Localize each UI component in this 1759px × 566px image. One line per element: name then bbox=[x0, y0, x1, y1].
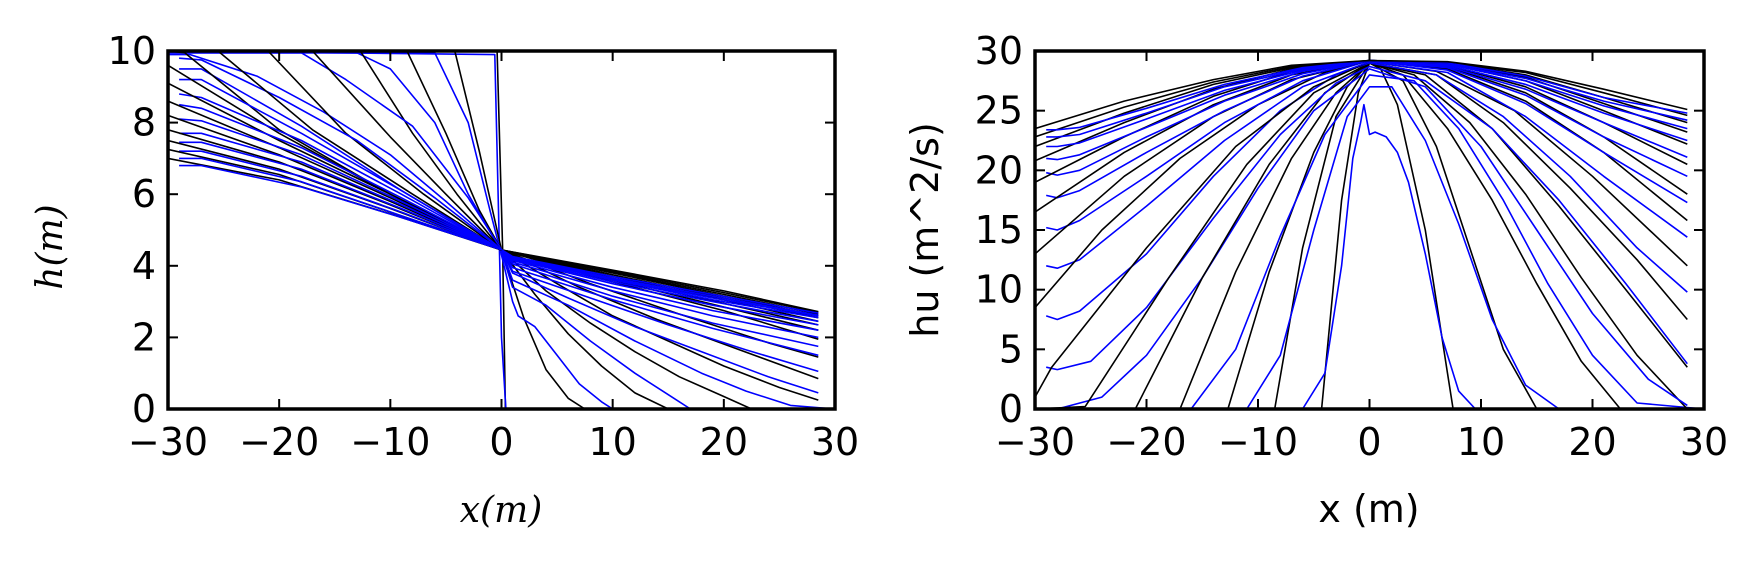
h-y-tick-label-0: 0 bbox=[132, 387, 156, 431]
hu-y-tick-label-5: 25 bbox=[975, 89, 1023, 133]
hu-series-0 bbox=[1035, 62, 1704, 409]
hu-x-tick-label-3: 0 bbox=[1357, 420, 1381, 464]
hu-series-7 bbox=[1035, 68, 1688, 409]
h-plot-frame bbox=[166, 49, 837, 411]
hu-x-tick-label-6: 30 bbox=[1680, 420, 1728, 464]
hu-y-tick-label-3: 15 bbox=[975, 208, 1023, 252]
h-curves bbox=[168, 51, 835, 409]
h-y-tick-label-5: 10 bbox=[108, 29, 156, 73]
hu-series-3 bbox=[1035, 86, 1704, 409]
h-x-tick-label-5: 20 bbox=[700, 420, 748, 464]
h-series-5 bbox=[168, 51, 835, 409]
hu-y-axis-label: hu (m^2/s) bbox=[903, 122, 947, 338]
h-series-3 bbox=[168, 51, 835, 409]
h-series-31 bbox=[179, 164, 819, 314]
hu-series-21 bbox=[1046, 59, 1688, 161]
h-series-12 bbox=[168, 51, 819, 358]
hu-series-10 bbox=[1035, 62, 1688, 409]
hu-y-tick-label-1: 5 bbox=[999, 327, 1023, 371]
hu-series-25 bbox=[1046, 59, 1688, 138]
hu-ticks: −30 −20 −10 0 10 20 30 0 5 10 15 20 25 30 bbox=[975, 29, 1729, 464]
hu-series-1 bbox=[1035, 103, 1704, 409]
h-x-tick-label-4: 10 bbox=[588, 420, 636, 464]
hu-series-23 bbox=[1046, 59, 1688, 148]
hu-series-13 bbox=[1046, 60, 1688, 270]
hu-x-tick-label-0: −30 bbox=[995, 420, 1075, 464]
hu-series-17 bbox=[1046, 59, 1688, 199]
hu-series-6 bbox=[1035, 62, 1688, 409]
hu-y-tick-label-6: 30 bbox=[975, 29, 1023, 73]
h-chart: −30 −20 −10 0 10 20 30 0 2 4 6 8 10 x(m) h(m) bbox=[30, 29, 859, 531]
hu-x-tick-label-5: 20 bbox=[1568, 420, 1616, 464]
hu-series-2 bbox=[1035, 62, 1704, 409]
h-x-tick-label-1: −20 bbox=[239, 420, 319, 464]
h-series-0 bbox=[168, 51, 835, 409]
h-series-4 bbox=[168, 51, 835, 409]
h-x-tick-label-3: 0 bbox=[489, 420, 513, 464]
hu-chart: −30 −20 −10 0 10 20 30 0 5 10 15 20 25 30 x (m) hu (m… bbox=[903, 29, 1728, 531]
h-series-22 bbox=[168, 114, 819, 319]
h-series-2 bbox=[168, 51, 835, 409]
h-series-8 bbox=[168, 51, 819, 401]
hu-y-tick-label-4: 20 bbox=[975, 148, 1023, 192]
hu-x-tick-label-2: −10 bbox=[1218, 420, 1298, 464]
h-series-7 bbox=[168, 51, 835, 409]
h-y-tick-label-4: 8 bbox=[132, 101, 156, 145]
hu-series-8 bbox=[1035, 62, 1688, 409]
h-y-tick-label-1: 2 bbox=[132, 315, 156, 359]
h-ticks: −30 −20 −10 0 10 20 30 0 2 4 6 8 10 bbox=[108, 29, 860, 464]
hu-series-19 bbox=[1046, 59, 1688, 176]
h-series-1 bbox=[168, 51, 835, 409]
h-x-tick-label-2: −10 bbox=[350, 420, 430, 464]
hu-curves bbox=[1035, 59, 1704, 409]
hu-x-tick-label-4: 10 bbox=[1457, 420, 1505, 464]
hu-y-tick-label-0: 0 bbox=[999, 387, 1023, 431]
hu-plot-frame bbox=[1033, 49, 1706, 411]
h-x-axis-label: x(m) bbox=[460, 490, 543, 531]
hu-series-12 bbox=[1035, 60, 1688, 398]
h-x-tick-label-0: −30 bbox=[128, 420, 208, 464]
hu-series-27 bbox=[1046, 59, 1688, 131]
hu-x-tick-label-1: −20 bbox=[1106, 420, 1186, 464]
h-x-tick-label-6: 30 bbox=[811, 420, 859, 464]
h-y-tick-label-3: 6 bbox=[132, 172, 156, 216]
hu-series-9 bbox=[1046, 65, 1688, 371]
hu-series-5 bbox=[1035, 74, 1704, 409]
hu-series-15 bbox=[1046, 59, 1688, 231]
h-y-tick-label-2: 4 bbox=[132, 244, 156, 288]
hu-series-4 bbox=[1035, 62, 1704, 409]
hu-y-tick-label-2: 10 bbox=[975, 268, 1023, 312]
h-y-axis-label: h(m) bbox=[30, 204, 71, 289]
hu-x-axis-label: x (m) bbox=[1318, 487, 1419, 531]
